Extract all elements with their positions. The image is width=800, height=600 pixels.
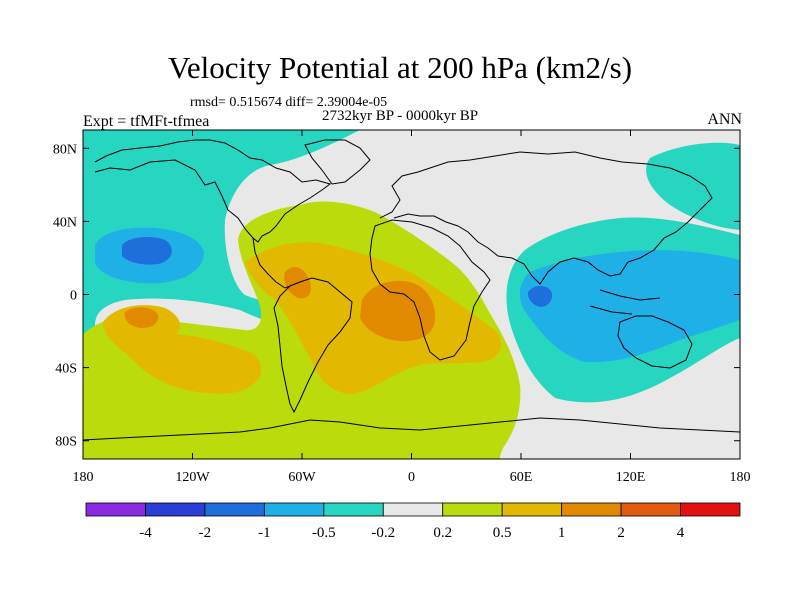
coastline-north-america <box>94 139 332 243</box>
colorbar-swatch <box>323 502 384 517</box>
coastline-maritime-islands <box>589 289 661 315</box>
map-title: Velocity Potential at 200 hPa (km2/s) <box>167 50 633 85</box>
coastline-africa <box>369 219 491 361</box>
lon-tick-label: 60E <box>510 470 533 485</box>
stats-line: rmsd= 0.515674 diff= 2.39004e-05 <box>190 95 388 110</box>
coastline-europe-asia <box>379 151 713 285</box>
lon-tick-label: 180 <box>73 470 94 485</box>
season-label: ANN <box>707 111 742 128</box>
lon-tick-label: 120E <box>616 470 646 485</box>
lat-tick-label: 0 <box>70 289 77 304</box>
contour-north-pacific <box>83 130 390 337</box>
colorbar-swatch <box>680 502 741 517</box>
coastline-antarctica <box>83 417 740 441</box>
coastline-south-america <box>273 277 353 414</box>
colorbar-swatch <box>561 502 622 517</box>
colorbar-swatch <box>382 502 444 517</box>
period-label: 2732kyr BP - 0000kyr BP <box>322 108 479 124</box>
colorbar-swatch <box>620 502 681 517</box>
colorbar-label: -0.2 <box>371 525 395 541</box>
colorbar-label: -1 <box>258 525 271 541</box>
lat-tick-label: 40N <box>53 215 77 230</box>
contour-arctic-ne <box>646 142 740 230</box>
experiment-label: Expt = tfMFt-tfmea <box>83 113 210 130</box>
colorbar-swatch <box>442 502 503 517</box>
colorbar-label: 2 <box>617 525 625 541</box>
colorbar-label: 0.5 <box>493 525 512 541</box>
coastlines <box>83 139 740 441</box>
colorbar: -4 -2 -1 -0.5 -0.2 0.2 0.5 1 2 4 <box>85 502 741 541</box>
colorbar-swatch <box>204 502 265 517</box>
coastline-greenland <box>304 139 371 185</box>
colorbar-swatch <box>85 502 146 517</box>
colorbar-label: -2 <box>199 525 212 541</box>
lon-tick-label: 60W <box>288 470 316 485</box>
contour-maritime-continent <box>519 250 740 363</box>
longitude-axis: 180 120W 60W 0 60E 120E 180 <box>73 130 751 485</box>
lon-tick-label: 180 <box>730 470 751 485</box>
colorbar-label: 0.2 <box>433 525 452 541</box>
latitude-axis: 80N 40N 0 40S 80S <box>53 142 740 450</box>
lat-tick-label: 40S <box>55 362 77 377</box>
coastline-australia <box>617 315 693 369</box>
colorbar-swatch <box>145 502 206 517</box>
colorbar-label: 4 <box>677 525 685 541</box>
contour-field <box>83 130 740 459</box>
colorbar-label: -0.5 <box>312 525 336 541</box>
colorbar-label: 1 <box>558 525 566 541</box>
lat-tick-label: 80N <box>53 142 77 157</box>
contour-pacific-center <box>122 237 172 265</box>
lat-tick-label: 80S <box>55 435 77 450</box>
contour-atlantic-core <box>360 280 436 342</box>
coastline-central-america <box>252 237 291 289</box>
colorbar-label: -4 <box>139 525 152 541</box>
lon-tick-label: 120W <box>175 470 210 485</box>
colorbar-swatch <box>263 502 325 517</box>
colorbar-swatch <box>501 502 563 517</box>
contour-indian-center <box>527 285 552 307</box>
contour-pacific-core-pos <box>124 307 159 328</box>
lon-tick-label: 0 <box>408 470 415 485</box>
